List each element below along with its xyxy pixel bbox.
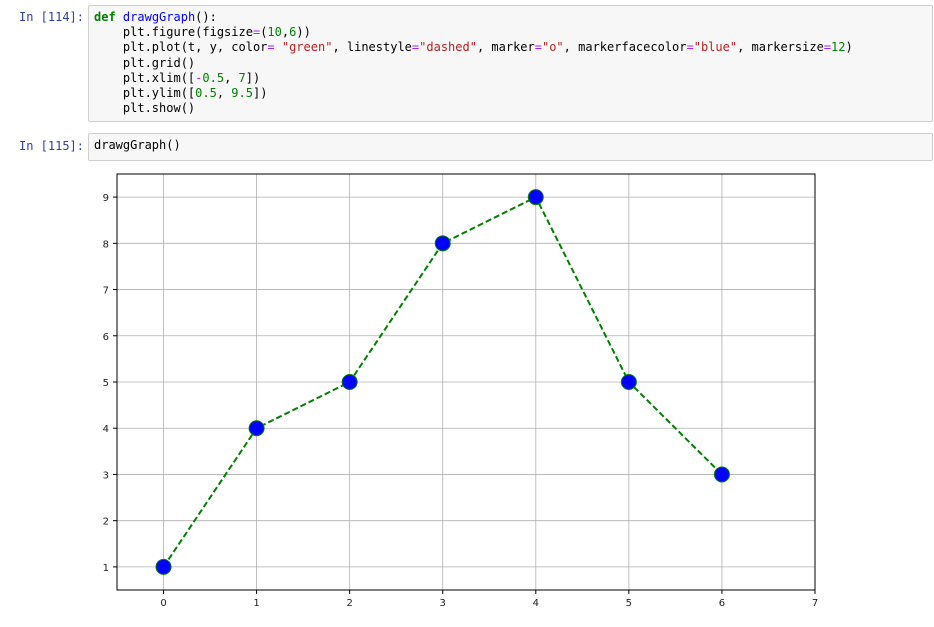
x-tick-label: 6: [719, 598, 725, 609]
code-line: plt.grid(): [94, 56, 927, 71]
code-line: drawgGraph(): [94, 138, 927, 153]
code-token: "dashed": [419, 40, 477, 55]
code-token: "blue": [693, 40, 738, 55]
y-tick-label: 7: [103, 286, 109, 297]
code-token: 9.5: [231, 86, 253, 101]
data-point-marker: [620, 374, 637, 390]
y-tick-label: 4: [103, 424, 109, 435]
code-token: 0.5: [202, 70, 225, 85]
code-token: ():: [195, 10, 217, 24]
code-line: plt.show(): [94, 101, 927, 116]
x-tick-label: 4: [533, 598, 539, 609]
code-token: -: [195, 70, 203, 85]
code-token: "o": [541, 40, 564, 55]
code-token: ,: [224, 70, 239, 85]
code-token: "green": [281, 40, 333, 55]
code-token: )): [296, 25, 311, 40]
code-token: plt.xlim([: [94, 70, 196, 85]
x-tick-label: 1: [253, 598, 259, 609]
code-line: plt.xlim([-0.5, 7]): [94, 71, 927, 86]
code-token: 12: [831, 40, 846, 55]
y-tick-label: 2: [103, 517, 109, 528]
data-point-marker: [713, 466, 730, 483]
x-tick-label: 2: [346, 598, 352, 609]
data-point-marker: [248, 420, 265, 437]
x-tick-label: 3: [440, 598, 446, 609]
data-point-marker: [527, 189, 544, 206]
code-token: =: [534, 40, 542, 55]
y-tick-label: 8: [103, 239, 109, 250]
code-token: 7: [238, 70, 246, 85]
code-token: ,: [281, 25, 290, 40]
code-line: plt.ylim([0.5, 9.5]): [94, 86, 927, 101]
code-token: ]): [252, 86, 268, 101]
code-token: plt.plot(t, y, color: [94, 40, 268, 55]
code-token: 10: [267, 25, 282, 40]
code-token: def: [94, 10, 116, 24]
x-tick-label: 0: [160, 598, 166, 609]
code-token: ,: [216, 86, 232, 101]
code-token: plt.ylim([: [94, 86, 196, 101]
code-token: drawgGraph: [122, 10, 196, 24]
y-tick-label: 1: [103, 563, 109, 574]
code-token: , linestyle: [332, 40, 412, 55]
code-token: plt.show(): [94, 101, 196, 116]
code-token: =: [823, 40, 832, 55]
code-line: def drawgGraph():: [94, 10, 927, 25]
code-line: plt.plot(t, y, color= "green", linestyle…: [94, 40, 927, 55]
code-token: =: [411, 40, 420, 55]
code-token: plt.figure(figsize: [94, 25, 253, 40]
plot-frame: [116, 173, 816, 591]
code-line: plt.figure(figsize=(10,6)): [94, 25, 927, 40]
code-token: drawgGraph(): [94, 138, 181, 152]
y-tick-label: 5: [103, 378, 109, 389]
code-token: plt.grid(): [94, 55, 196, 70]
code-token: 6: [289, 25, 297, 40]
code-token: =: [252, 25, 261, 40]
code-token: =: [686, 40, 694, 55]
y-tick-label: 6: [103, 332, 109, 343]
y-tick-label: 3: [103, 470, 109, 481]
code-token: , marker: [476, 40, 535, 55]
code-token: ]): [245, 70, 261, 85]
x-tick-label: 5: [626, 598, 632, 609]
code-token: 0.5: [195, 86, 217, 101]
code-token: ): [845, 40, 853, 55]
data-point-marker: [155, 558, 172, 575]
cell-prompt-114: In [114]:: [18, 10, 84, 24]
code-cell-114[interactable]: def drawgGraph(): plt.figure(figsize=(10…: [88, 5, 933, 122]
y-tick-label: 9: [103, 193, 109, 204]
code-token: , markerfacecolor: [563, 40, 687, 55]
cell-prompt-115: In [115]:: [18, 139, 84, 153]
code-token: , markersize: [737, 40, 824, 55]
data-point-marker: [434, 235, 451, 252]
code-cell-115[interactable]: drawgGraph(): [88, 133, 933, 161]
x-tick-label: 7: [812, 598, 818, 609]
code-token: =: [267, 40, 275, 55]
data-point-marker: [341, 374, 358, 390]
code-token: (: [260, 25, 268, 40]
